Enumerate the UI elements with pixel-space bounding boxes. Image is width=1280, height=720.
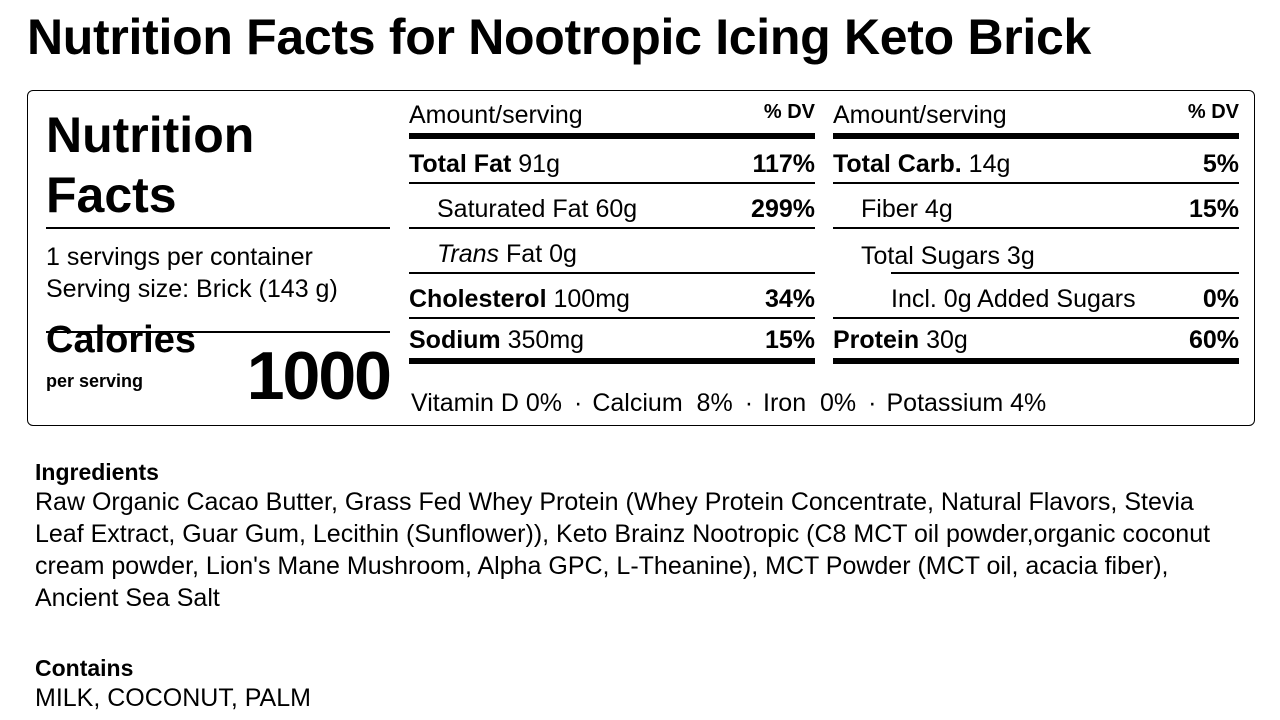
nutrient-amount: 4g bbox=[924, 195, 953, 223]
nutrition-label: Nutrition Facts 1 servings per container… bbox=[27, 90, 1255, 426]
divider bbox=[891, 272, 1239, 274]
ingredients-heading: Ingredients bbox=[35, 459, 159, 485]
nutrient-row-saturated-fat: Saturated Fat 60g 299% bbox=[409, 184, 815, 229]
ingredients-text: Raw Organic Cacao Butter, Grass Fed Whey… bbox=[35, 488, 1211, 612]
nutrient-amount: 30g bbox=[926, 326, 968, 354]
calcium: Calcium 8% bbox=[592, 389, 733, 417]
servings-per-container: 1 servings per container bbox=[46, 243, 313, 271]
column-header: Amount/serving % DV bbox=[409, 91, 815, 139]
nutrient-row-protein: Protein 30g 60% bbox=[833, 319, 1239, 364]
ingredients-section: Ingredients Raw Organic Cacao Butter, Gr… bbox=[35, 458, 1245, 614]
separator: · bbox=[574, 389, 583, 417]
nutrient-amount: 350mg bbox=[507, 326, 585, 354]
nutrient-name: Cholesterol bbox=[409, 285, 547, 313]
nutrient-name: Saturated Fat bbox=[437, 195, 589, 223]
iron: Iron 0% bbox=[763, 389, 857, 417]
nutrient-row-total-sugars: Total Sugars 3g bbox=[833, 229, 1239, 274]
nutrient-row-added-sugars: Incl. 0g Added Sugars 0% bbox=[833, 274, 1239, 319]
column-header: Amount/serving % DV bbox=[833, 91, 1239, 139]
nutrient-name-suffix: Fat bbox=[506, 240, 543, 268]
amount-header: Amount/serving bbox=[833, 101, 1007, 129]
nutrient-dv: 34% bbox=[764, 285, 815, 313]
calories-label: Calories bbox=[46, 319, 196, 361]
contains-text: MILK, COCONUT, PALM bbox=[35, 684, 311, 712]
heading-line-2: Facts bbox=[46, 167, 177, 223]
vitamin-d: Vitamin D 0% bbox=[411, 389, 563, 417]
nutrient-amount: 14g bbox=[968, 150, 1011, 178]
dv-header: % DV bbox=[763, 101, 815, 123]
nutrient-row-sodium: Sodium 350mg 15% bbox=[409, 319, 815, 364]
separator: · bbox=[744, 389, 754, 417]
dv-header: % DV bbox=[1187, 101, 1239, 123]
calories-value: 1000 bbox=[246, 338, 392, 414]
nutrient-name: Incl. 0g Added Sugars bbox=[891, 285, 1136, 313]
nutrient-name: Total Carb. bbox=[833, 150, 962, 178]
nutrient-name: Sodium bbox=[409, 326, 501, 354]
nutrient-amount: 0g bbox=[549, 240, 577, 268]
potassium: Potassium 4% bbox=[886, 389, 1047, 417]
amount-header: Amount/serving bbox=[409, 101, 583, 129]
nutrient-row-total-carb: Total Carb. 14g 5% bbox=[833, 139, 1239, 184]
nutrient-amount: 3g bbox=[1006, 242, 1035, 270]
serving-size: Serving size: Brick (143 g) bbox=[46, 275, 338, 303]
nutrient-row-fiber: Fiber 4g 15% bbox=[833, 184, 1239, 229]
nutrient-dv: 60% bbox=[1188, 326, 1239, 354]
nutrient-dv: 5% bbox=[1202, 150, 1239, 178]
nutrient-column-left: Amount/serving % DV Total Fat 91g 117% S… bbox=[409, 91, 815, 364]
nutrient-dv: 15% bbox=[764, 326, 815, 354]
nutrient-name: Trans bbox=[437, 240, 500, 268]
nutrient-row-cholesterol: Cholesterol 100mg 34% bbox=[409, 274, 815, 319]
nutrient-dv: 15% bbox=[1188, 195, 1239, 223]
nutrient-row-total-fat: Total Fat 91g 117% bbox=[409, 139, 815, 184]
divider bbox=[46, 227, 390, 229]
nutrient-amount: 91g bbox=[518, 150, 560, 178]
nutrient-name: Protein bbox=[833, 326, 920, 354]
heading-line-1: Nutrition bbox=[46, 107, 255, 163]
nutrient-name: Fiber bbox=[861, 195, 918, 223]
nutrient-dv: 117% bbox=[752, 150, 815, 178]
nutrient-dv: 299% bbox=[751, 195, 815, 223]
contains-heading: Contains bbox=[35, 655, 134, 681]
contains-section: Contains MILK, COCONUT, PALM bbox=[35, 654, 311, 714]
nutrient-amount: 100mg bbox=[553, 285, 630, 313]
per-serving-label: per serving bbox=[46, 371, 144, 391]
divider bbox=[46, 331, 390, 333]
separator: · bbox=[868, 389, 877, 417]
page-title: Nutrition Facts for Nootropic Icing Keto… bbox=[27, 9, 1092, 65]
serving-info: 1 servings per container Serving size: B… bbox=[46, 241, 338, 305]
nutrient-name: Total Sugars bbox=[861, 242, 1000, 270]
nutrient-row-trans-fat: Trans Fat 0g bbox=[409, 229, 815, 274]
nutrient-dv: 0% bbox=[1202, 285, 1239, 313]
nutrient-amount: 60g bbox=[595, 195, 638, 223]
vitamins-row: Vitamin D 0% · Calcium 8% · Iron 0% · Potassiu… bbox=[411, 389, 1046, 418]
nutrition-facts-heading: Nutrition Facts bbox=[46, 105, 254, 225]
nutrient-column-right: Amount/serving % DV Total Carb. 14g 5% F… bbox=[833, 91, 1239, 364]
nutrient-name: Total Fat bbox=[409, 150, 512, 178]
